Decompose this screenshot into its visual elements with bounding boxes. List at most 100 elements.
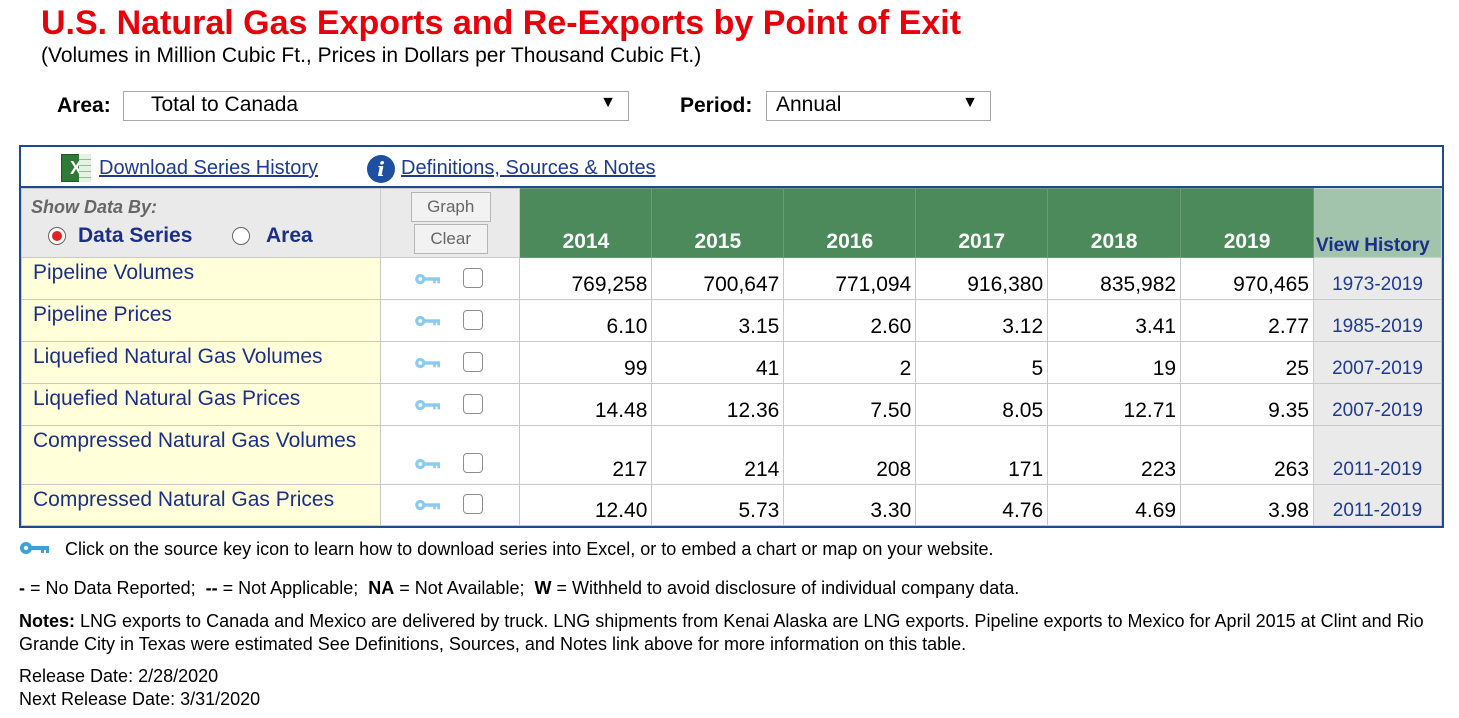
year-header: 2015 — [651, 188, 785, 258]
chevron-down-icon: ▼ — [962, 94, 978, 111]
area-radio-label[interactable]: Area — [266, 224, 313, 247]
series-tools — [379, 299, 521, 342]
area-filter-label: Area: — [57, 94, 111, 117]
area-select[interactable]: Total to Canada ▼ — [123, 91, 629, 121]
chevron-down-icon: ▼ — [600, 94, 616, 111]
data-cell: 5 — [915, 341, 1049, 384]
year-header: 2018 — [1047, 188, 1182, 258]
data-cell: 12.36 — [651, 383, 785, 426]
year-header: 2014 — [519, 188, 653, 258]
legend-text: = Withheld to avoid disclosure of indivi… — [551, 578, 1020, 598]
data-table-frame: X Download Series History i Definitions,… — [19, 145, 1444, 528]
source-key-icon[interactable] — [413, 357, 443, 369]
source-key-icon[interactable] — [413, 273, 443, 285]
data-cell: 263 — [1180, 425, 1315, 485]
table-row: Compressed Natural Gas Prices 12.40 5.73 3.… — [21, 484, 1442, 526]
series-tools — [379, 383, 521, 426]
table-row: Pipeline Prices 6.10 3.15 2.60 3.12 3.41 2.77 1… — [21, 299, 1442, 342]
view-history-link[interactable]: 1985-2019 — [1313, 299, 1442, 342]
data-cell: 208 — [783, 425, 917, 485]
definitions-sources-notes-link[interactable]: Definitions, Sources & Notes — [401, 157, 656, 179]
excel-icon[interactable]: X — [61, 154, 91, 182]
next-release-date: Next Release Date: 3/31/2020 — [19, 689, 261, 709]
data-table: Show Data By: Data Series Area Graph Cle… — [21, 188, 1442, 526]
data-cell: 970,465 — [1180, 257, 1315, 300]
data-cell: 2.60 — [783, 299, 917, 342]
source-key-icon[interactable] — [413, 399, 443, 411]
data-cell: 3.15 — [651, 299, 785, 342]
area-radio[interactable] — [232, 227, 250, 245]
table-toolbar: X Download Series History i Definitions,… — [21, 147, 1442, 188]
series-label[interactable]: Liquefied Natural Gas Volumes — [21, 341, 381, 384]
data-series-radio-label[interactable]: Data Series — [78, 224, 193, 247]
key-icon — [20, 542, 49, 554]
series-tools — [379, 425, 521, 485]
view-history-link[interactable]: 2011-2019 — [1313, 425, 1442, 485]
view-history-link[interactable]: 2007-2019 — [1313, 383, 1442, 426]
series-checkbox[interactable] — [462, 268, 483, 288]
data-cell: 14.48 — [519, 383, 653, 426]
data-cell: 217 — [519, 425, 653, 485]
period-filter-label: Period: — [680, 94, 753, 117]
data-cell: 3.30 — [783, 484, 917, 526]
key-note-text: Click on the source key icon to learn ho… — [65, 539, 994, 559]
legend-symbol: - — [19, 578, 25, 598]
view-history-header[interactable]: View History — [1313, 188, 1442, 258]
series-label[interactable]: Pipeline Volumes — [21, 257, 381, 300]
data-cell: 171 — [915, 425, 1049, 485]
notes: Notes: LNG exports to Canada and Mexico … — [19, 610, 1444, 656]
data-cell: 25 — [1180, 341, 1315, 384]
series-label[interactable]: Pipeline Prices — [21, 299, 381, 342]
view-history-link[interactable]: 2011-2019 — [1313, 484, 1442, 526]
data-cell: 12.71 — [1047, 383, 1182, 426]
series-label[interactable]: Compressed Natural Gas Volumes — [21, 425, 381, 485]
data-cell: 3.98 — [1180, 484, 1315, 526]
release-date: Release Date: 2/28/2020 — [19, 666, 219, 686]
data-cell: 5.73 — [651, 484, 785, 526]
table-header-row: Show Data By: Data Series Area Graph Cle… — [21, 188, 1442, 258]
show-data-by-label: Show Data By: — [31, 197, 158, 217]
series-checkbox[interactable] — [462, 352, 483, 372]
notes-label: Notes: — [19, 611, 76, 631]
source-key-icon[interactable] — [413, 315, 443, 327]
series-checkbox[interactable] — [462, 310, 483, 330]
data-series-radio[interactable] — [48, 227, 66, 245]
table-row: Liquefied Natural Gas Prices 14.48 12.36 7.… — [21, 383, 1442, 426]
info-icon[interactable]: i — [367, 155, 395, 183]
series-checkbox[interactable] — [462, 494, 483, 514]
series-label[interactable]: Compressed Natural Gas Prices — [21, 484, 381, 526]
source-key-icon[interactable] — [413, 458, 443, 470]
legend-symbol: NA — [368, 578, 395, 598]
data-cell: 4.69 — [1047, 484, 1182, 526]
series-checkbox[interactable] — [462, 453, 483, 473]
table-row: Pipeline Volumes 769,258 700,647 771,094 916… — [21, 257, 1442, 300]
data-cell: 7.50 — [783, 383, 917, 426]
legend-text: = Not Applicable; — [217, 578, 369, 598]
data-cell: 12.40 — [519, 484, 653, 526]
notes-text: LNG exports to Canada and Mexico are del… — [19, 611, 1424, 654]
view-history-link[interactable]: 1973-2019 — [1313, 257, 1442, 300]
view-history-link[interactable]: 2007-2019 — [1313, 341, 1442, 384]
data-cell: 700,647 — [651, 257, 785, 300]
show-data-by-panel: Show Data By: Data Series Area — [21, 188, 381, 258]
graph-button[interactable]: Graph — [410, 192, 491, 222]
clear-button[interactable]: Clear — [413, 224, 488, 254]
data-cell: 916,380 — [915, 257, 1049, 300]
area-select-value: Total to Canada — [151, 93, 299, 116]
legend-symbol: -- — [205, 578, 218, 598]
data-cell: 41 — [651, 341, 785, 384]
download-series-history-link[interactable]: Download Series History — [99, 157, 318, 179]
data-cell: 2.77 — [1180, 299, 1315, 342]
data-cell: 214 — [651, 425, 785, 485]
source-key-icon[interactable] — [413, 499, 443, 511]
period-select[interactable]: Annual ▼ — [766, 91, 991, 121]
table-body: Pipeline Volumes 769,258 700,647 771,094 916… — [21, 257, 1442, 526]
table-row: Compressed Natural Gas Volumes 217 214 208 1… — [21, 425, 1442, 485]
data-cell: 9.35 — [1180, 383, 1315, 426]
data-cell: 8.05 — [915, 383, 1049, 426]
page-subtitle: (Volumes in Million Cubic Ft., Prices in… — [41, 44, 702, 67]
data-cell: 769,258 — [519, 257, 653, 300]
data-cell: 835,982 — [1047, 257, 1182, 300]
series-label[interactable]: Liquefied Natural Gas Prices — [21, 383, 381, 426]
series-checkbox[interactable] — [462, 394, 483, 414]
